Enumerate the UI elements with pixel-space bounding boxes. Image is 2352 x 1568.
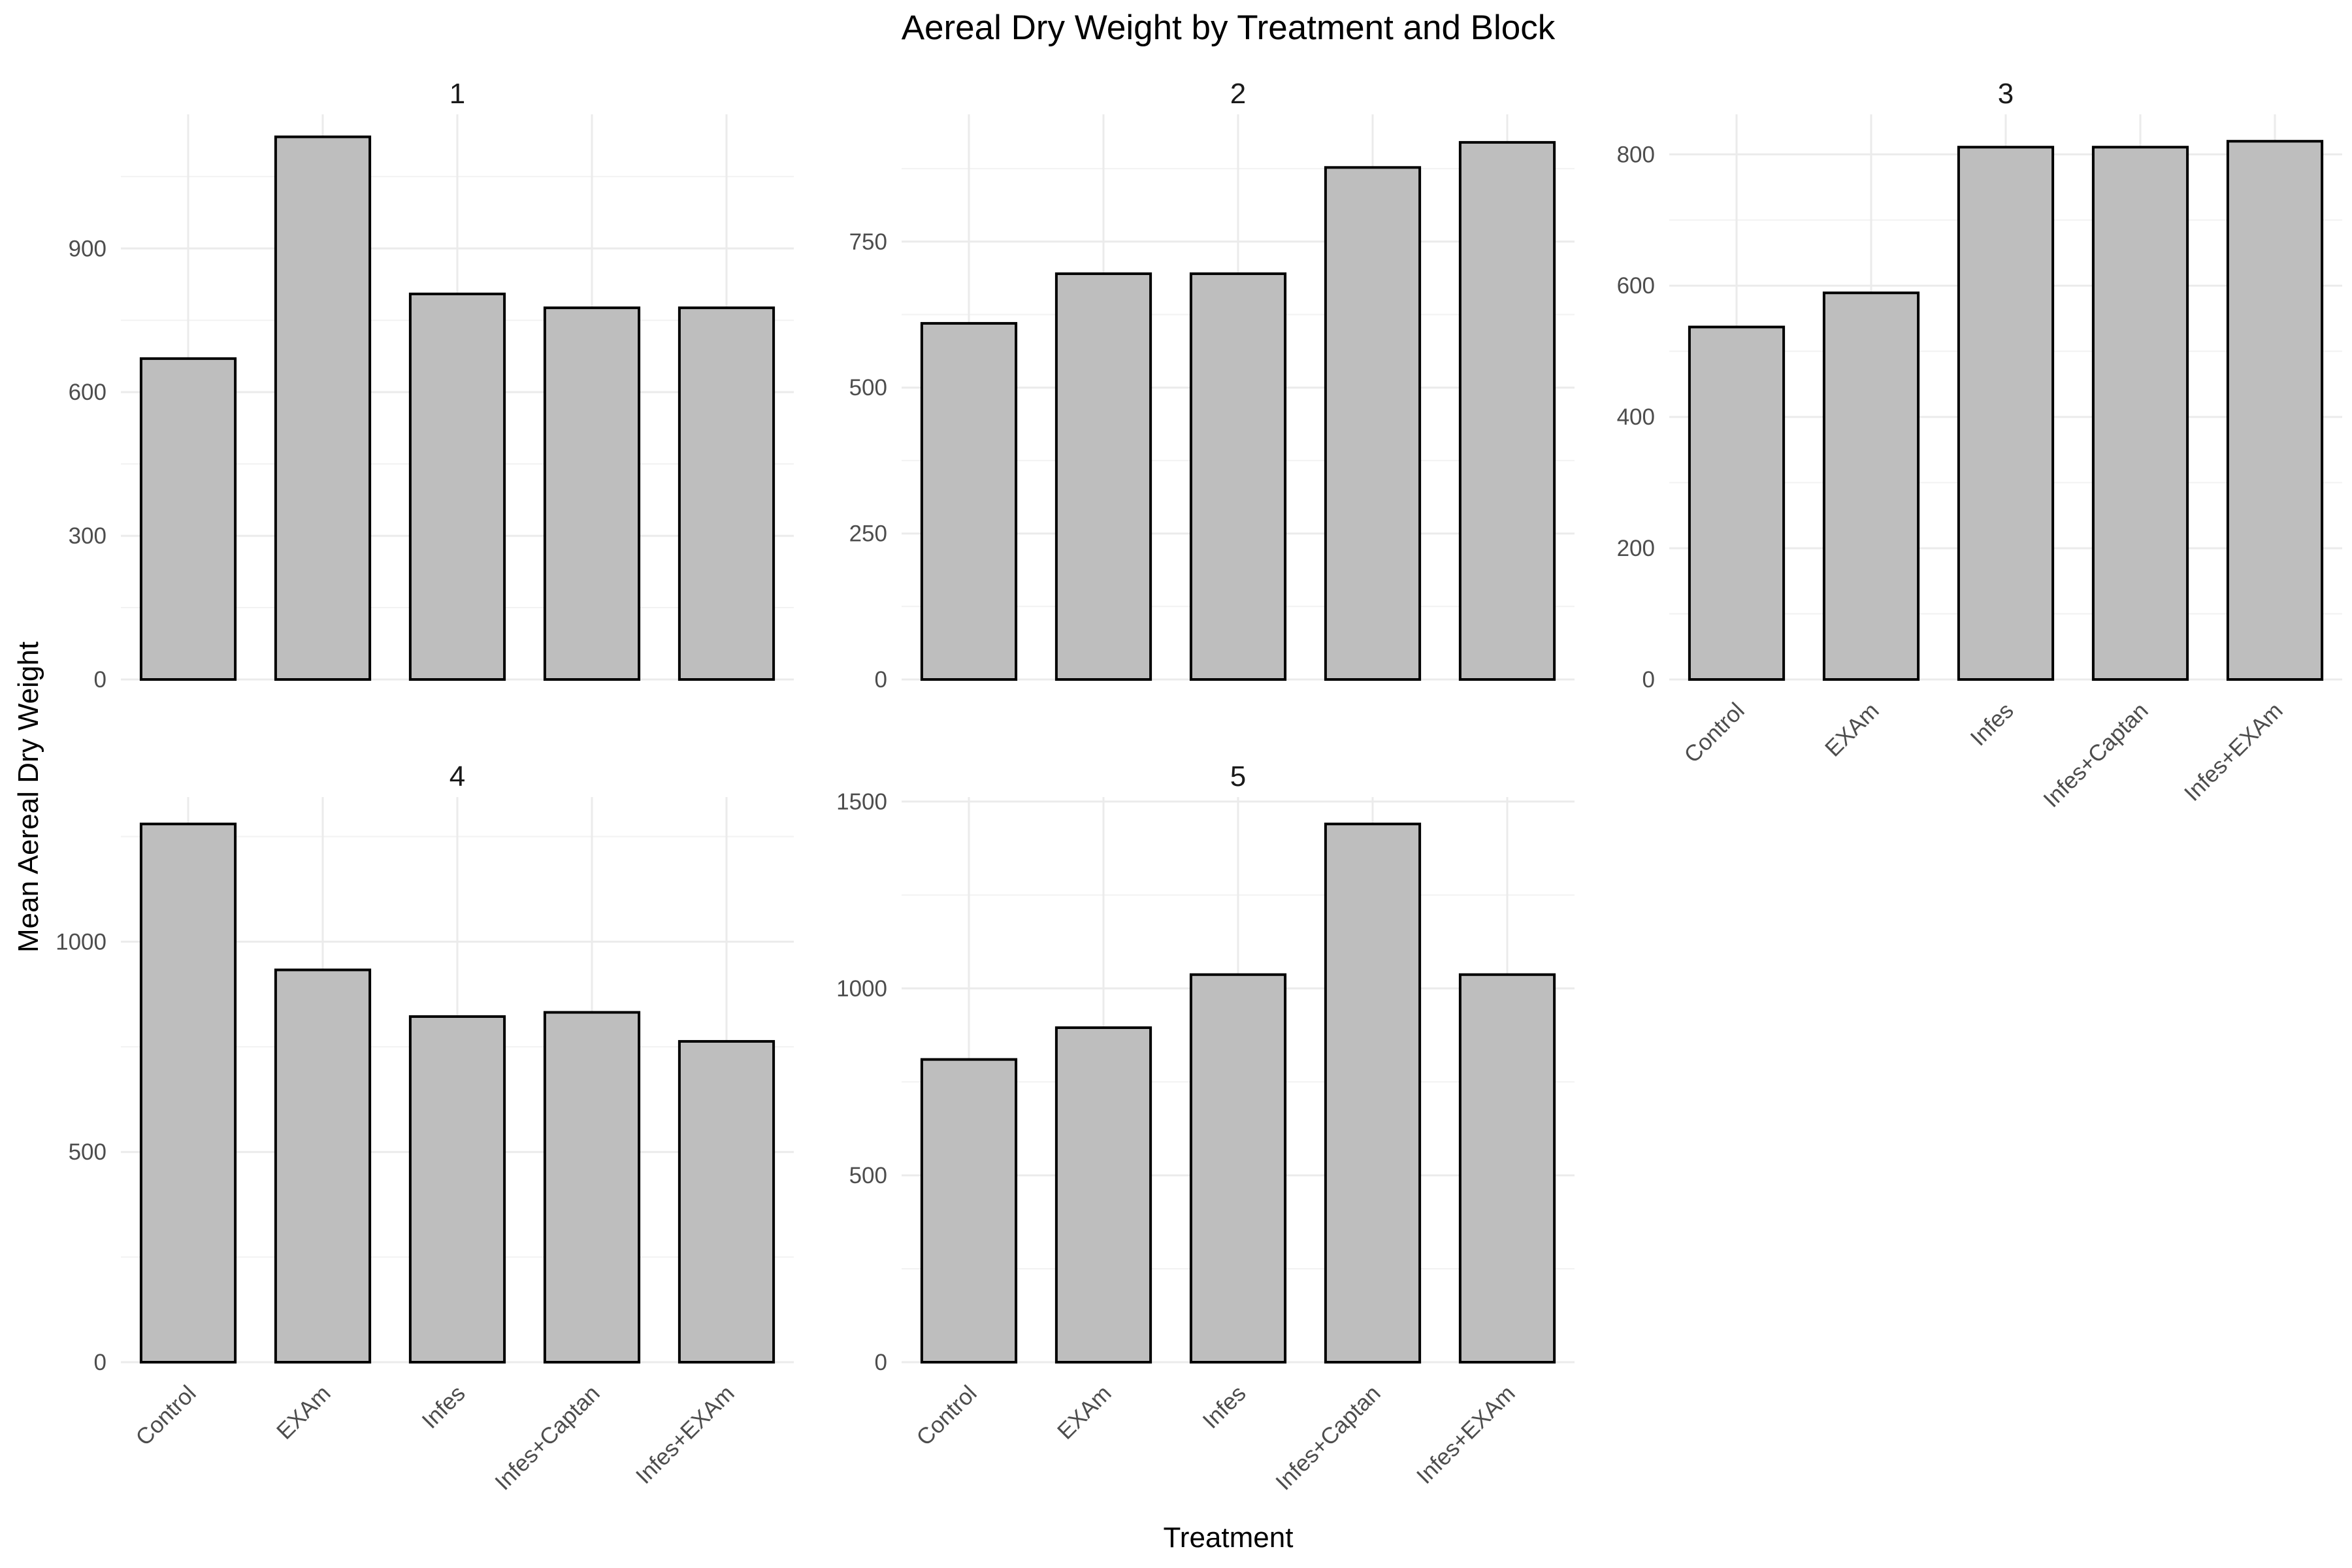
y-tick-label: 600: [69, 380, 106, 405]
y-tick-label: 500: [849, 375, 887, 400]
bar-infes-exam: [1458, 140, 1556, 681]
x-tick-label: Infes+EXAm: [631, 1380, 740, 1489]
x-axis-title: Treatment: [1164, 1522, 1294, 1554]
bar-infes-exam: [1458, 973, 1556, 1364]
bar-exam: [1054, 272, 1152, 681]
bar-infes-captan: [543, 306, 641, 681]
x-tick-label: Control: [131, 1380, 201, 1450]
bar-infes-captan: [543, 1011, 641, 1364]
bar-infes: [1189, 272, 1287, 681]
bar-control: [920, 321, 1018, 681]
facet-label: 2: [1230, 78, 1246, 110]
y-tick-label: 1000: [56, 929, 106, 955]
bar-exam: [274, 135, 372, 681]
x-tick-label: Infes: [1198, 1380, 1250, 1433]
x-tick-label: Infes: [1965, 698, 2018, 751]
facet-panel-5: 5 0 500 1000 1500 Control EXAm Infes Infes+Capta…: [836, 760, 1575, 1495]
y-tick-label: 500: [849, 1163, 887, 1188]
x-tick-label: Infes+Captan: [1271, 1380, 1385, 1495]
y-tick-label: 250: [849, 521, 887, 547]
y-tick-label: 0: [875, 667, 887, 693]
bar-infes-captan: [2091, 146, 2189, 681]
chart-title: Aereal Dry Weight by Treatment and Block: [902, 8, 1556, 47]
facet-label: 1: [449, 78, 465, 110]
x-tick-label: Control: [911, 1380, 981, 1450]
y-tick-label: 200: [1617, 536, 1655, 561]
bar-infes-captan: [1324, 166, 1422, 681]
bar-infes-exam: [2226, 140, 2324, 681]
y-tick-label: 800: [1617, 142, 1655, 167]
facet-label: 3: [1998, 78, 2014, 110]
bar-control: [1688, 325, 1786, 681]
facet-label: 4: [449, 760, 465, 792]
y-tick-label: 400: [1617, 404, 1655, 430]
y-tick-label: 0: [1642, 667, 1655, 693]
y-tick-label: 600: [1617, 273, 1655, 299]
y-tick-label: 900: [69, 236, 106, 261]
bar-control: [139, 823, 237, 1364]
bar-infes-captan: [1324, 823, 1422, 1364]
y-tick-label: 0: [875, 1350, 887, 1375]
x-tick-label: Infes+Captan: [2038, 698, 2153, 812]
bar-exam: [1054, 1026, 1152, 1364]
bar-infes: [1189, 973, 1287, 1364]
facet-label: 5: [1230, 760, 1246, 792]
facet-panel-1: 1 0 300 600 900: [69, 78, 794, 693]
x-tick-label: Infes: [417, 1380, 470, 1433]
bar-infes-exam: [678, 306, 776, 681]
facet-panel-2: 2 0 250 500 750: [849, 78, 1575, 693]
bar-infes-exam: [678, 1039, 776, 1364]
y-tick-label: 0: [94, 1350, 106, 1375]
x-tick-label: EXAm: [1053, 1380, 1117, 1445]
y-axis-title: Mean Aereal Dry Weight: [12, 642, 44, 953]
x-tick-label: EXAm: [1820, 698, 1884, 762]
bar-control: [920, 1058, 1018, 1364]
x-tick-label: Infes+EXAm: [1412, 1380, 1520, 1489]
y-tick-label: 0: [94, 667, 106, 693]
facet-panels: 103006009002025050075030200400600800Cont…: [56, 78, 2342, 1495]
bar-infes: [408, 292, 506, 681]
x-tick-label: Infes+EXAm: [2180, 698, 2288, 806]
facet-panel-3: 3 0 200 400 600 800 Control EXAm Infes Infes+Capt…: [1617, 78, 2342, 813]
y-tick-label: 750: [849, 229, 887, 255]
bar-infes: [1957, 146, 2055, 681]
y-tick-label: 300: [69, 523, 106, 549]
facet-panel-4: 4 0 500 1000 Control EXAm Infes Infes+Captan Inf…: [56, 760, 794, 1495]
y-tick-label: 500: [69, 1139, 106, 1165]
x-tick-label: Control: [1679, 698, 1749, 768]
y-tick-label: 1500: [836, 789, 887, 815]
bar-exam: [274, 968, 372, 1364]
x-tick-label: EXAm: [272, 1380, 336, 1445]
bar-exam: [1822, 291, 1920, 681]
y-tick-label: 1000: [836, 976, 887, 1002]
bar-infes: [408, 1015, 506, 1364]
x-tick-label: Infes+Captan: [490, 1380, 604, 1495]
bar-control: [139, 357, 237, 681]
